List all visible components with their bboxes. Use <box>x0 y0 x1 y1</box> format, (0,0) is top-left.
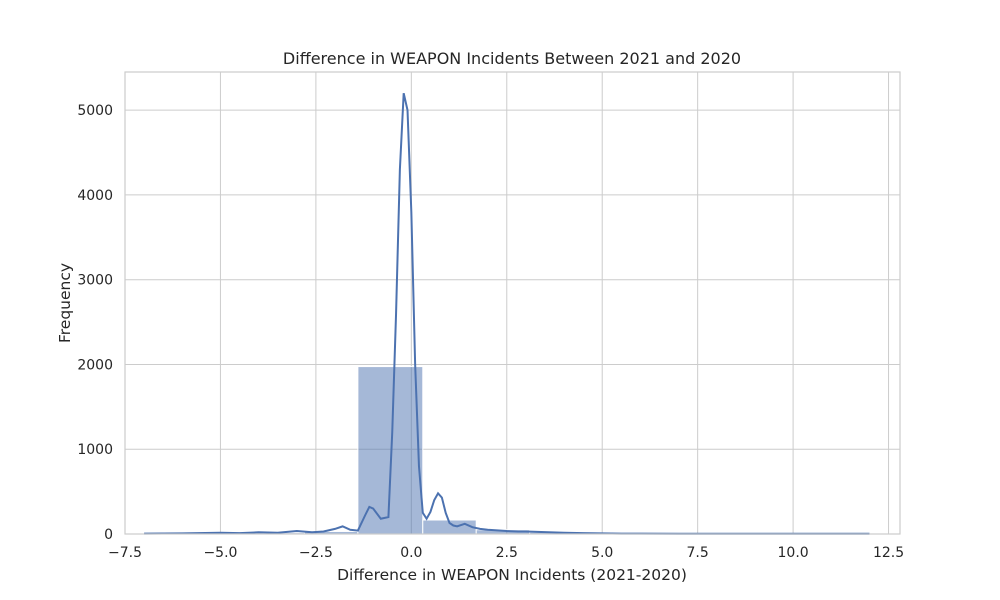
kde-line <box>144 92 870 535</box>
y-tick-label: 0 <box>104 527 113 543</box>
x-tick-label: −5.0 <box>203 545 237 561</box>
y-tick-label: 5000 <box>77 103 113 119</box>
x-tick-label: −2.5 <box>299 545 333 561</box>
y-tick-label: 1000 <box>77 442 113 458</box>
plot-background <box>125 72 900 534</box>
y-axis-ticks: 0 1000 2000 3000 4000 5000 <box>77 103 113 543</box>
x-tick-label: 7.5 <box>687 545 709 561</box>
x-tick-label: 12.5 <box>873 545 904 561</box>
x-tick-label: −7.5 <box>108 545 142 561</box>
x-tick-label: 0.0 <box>400 545 422 561</box>
x-tick-label: 10.0 <box>778 545 809 561</box>
y-axis-label: Frequency <box>56 263 74 343</box>
x-tick-label: 2.5 <box>496 545 518 561</box>
x-axis-ticks: −7.5 −5.0 −2.5 0.0 2.5 5.0 7.5 10.0 12.5 <box>108 545 904 561</box>
plot-frame <box>124 71 901 535</box>
y-tick-label: 2000 <box>77 357 113 373</box>
x-tick-label: 5.0 <box>591 545 613 561</box>
chart-title: Difference in WEAPON Incidents Between 2… <box>283 49 741 68</box>
y-tick-label: 4000 <box>77 188 113 204</box>
x-axis-label: Difference in WEAPON Incidents (2021-202… <box>337 566 687 584</box>
y-tick-label: 3000 <box>77 273 113 289</box>
